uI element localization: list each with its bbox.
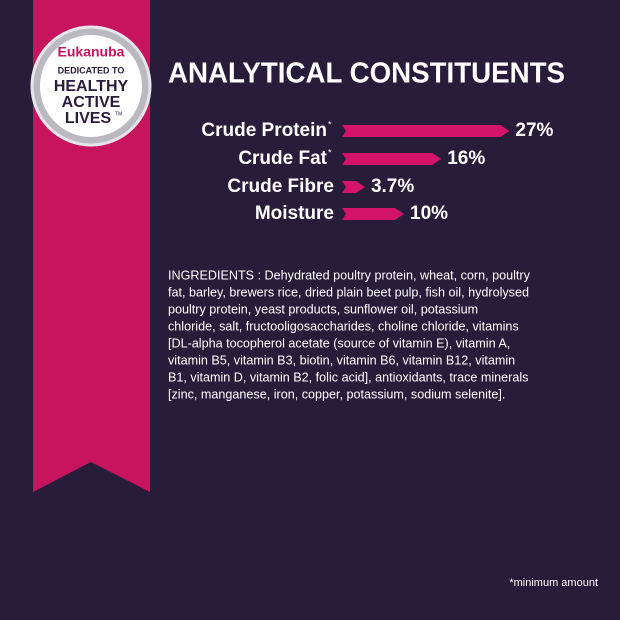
ingredients-line: [zinc, manganese, iron, copper, potassiu… <box>168 387 505 401</box>
ingredients-line: chloride, salt, fructooligosaccharides, … <box>168 319 519 333</box>
note-marker: * <box>328 119 332 129</box>
category-label: Crude Protein <box>201 120 327 141</box>
bar <box>342 208 404 220</box>
ingredients-line: poultry protein, yeast products, sunflow… <box>168 302 478 316</box>
badge-tagline: DEDICATED TO <box>58 65 125 75</box>
badge-line: HEALTHY <box>54 78 129 95</box>
category-label: Crude Fat <box>238 148 327 169</box>
ingredients-line: [DL-alpha tocopherol acetate (source of … <box>168 336 510 350</box>
ingredients-line: fat, barley, brewers rice, dried plain b… <box>168 285 529 299</box>
value-label: 27% <box>515 120 553 141</box>
bar <box>342 181 365 193</box>
ingredients-line: INGREDIENTS : Dehydrated poultry protein… <box>168 268 531 282</box>
footnote: *minimum amount <box>509 577 598 589</box>
ingredients-line: B1, vitamin D, vitamin B2, folic acid], … <box>168 370 528 384</box>
ingredients: INGREDIENTS : Dehydrated poultry protein… <box>168 268 531 401</box>
value-label: 10% <box>410 203 448 224</box>
badge-brand: Eukanuba <box>58 44 125 60</box>
bar <box>342 153 442 165</box>
value-label: 16% <box>447 148 485 169</box>
bar <box>342 125 510 137</box>
category-label: Moisture <box>255 203 334 224</box>
note-marker: * <box>328 147 332 157</box>
ingredients-line: vitamin B5, vitamin B3, biotin, vitamin … <box>168 353 515 367</box>
badge-trademark: TM <box>115 111 122 117</box>
category-label: Crude Fibre <box>227 176 334 197</box>
chart-title: ANALYTICAL CONSTITUENTS <box>168 58 565 90</box>
badge-line: LIVES <box>65 110 112 127</box>
badge-inner <box>40 35 142 137</box>
badge-line: ACTIVE <box>62 94 121 111</box>
value-label: 3.7% <box>371 176 414 197</box>
